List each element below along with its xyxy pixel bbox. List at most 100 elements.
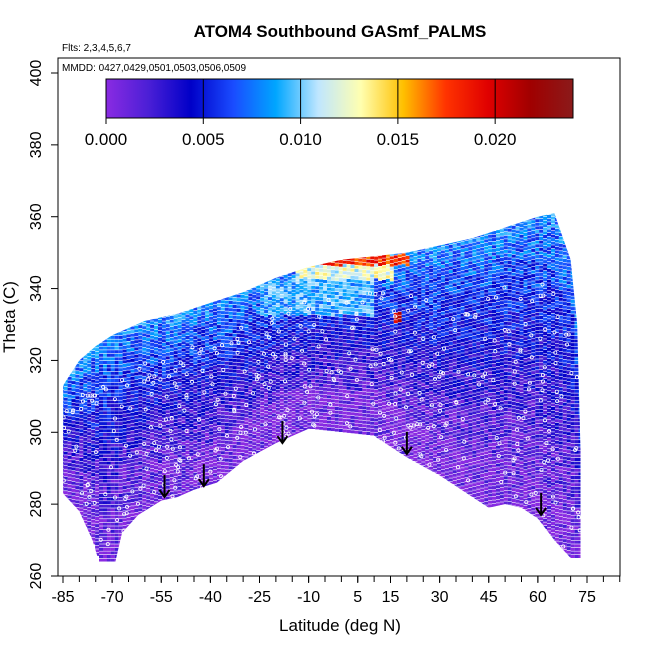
- data-cell: [287, 355, 292, 359]
- data-cell: [271, 280, 276, 284]
- data-cell: [177, 443, 182, 447]
- data-cell: [150, 490, 155, 494]
- data-cell: [334, 389, 339, 392]
- data-cell: [421, 469, 426, 473]
- data-cell: [181, 359, 186, 363]
- data-cell: [130, 445, 135, 449]
- data-cell: [165, 431, 170, 435]
- data-cell: [397, 290, 402, 294]
- data-cell: [63, 401, 68, 405]
- data-cell: [338, 425, 343, 429]
- data-cell: [327, 266, 331, 269]
- data-cell: [413, 393, 418, 397]
- data-cell: [224, 318, 229, 322]
- data-cell: [126, 395, 131, 399]
- data-cell: [158, 406, 162, 410]
- data-cell: [413, 443, 418, 447]
- data-cell: [114, 368, 119, 372]
- data-cell: [106, 443, 111, 447]
- data-cell: [264, 335, 269, 339]
- data-cell: [83, 351, 88, 355]
- data-cell: [291, 433, 296, 437]
- data-cell: [79, 440, 84, 444]
- data-cell: [209, 338, 214, 342]
- data-cell: [106, 547, 111, 551]
- data-cell: [173, 397, 178, 401]
- data-cell: [185, 472, 190, 476]
- data-cell: [177, 382, 182, 386]
- data-cell: [165, 352, 170, 356]
- data-cell: [99, 357, 103, 361]
- data-cell: [122, 460, 127, 464]
- data-cell: [165, 385, 170, 389]
- data-cell: [275, 432, 280, 436]
- data-cell: [201, 348, 206, 351]
- data-cell: [264, 432, 269, 436]
- data-cell: [327, 420, 331, 424]
- data-cell: [417, 435, 422, 438]
- data-cell: [327, 327, 331, 331]
- data-cell: [220, 332, 225, 336]
- data-cell: [224, 325, 229, 329]
- data-cell: [126, 420, 131, 424]
- data-cell: [99, 371, 103, 375]
- data-cell: [122, 328, 127, 331]
- data-cell: [236, 301, 241, 305]
- data-cell: [110, 551, 115, 555]
- data-cell: [142, 333, 147, 337]
- data-cell: [209, 482, 214, 485]
- data-cell: [185, 310, 190, 314]
- data-cell: [106, 343, 111, 347]
- data-cell: [338, 411, 343, 414]
- data-cell: [240, 323, 245, 327]
- data-cell: [295, 276, 300, 280]
- data-cell: [110, 472, 115, 476]
- data-cell: [358, 355, 363, 359]
- data-cell: [401, 458, 406, 462]
- data-cell: [193, 404, 198, 408]
- data-cell: [248, 419, 253, 423]
- data-cell: [295, 316, 300, 320]
- data-cell: [126, 427, 131, 431]
- data-cell: [130, 380, 135, 384]
- data-cell: [181, 481, 186, 485]
- data-cell: [161, 447, 166, 451]
- data-cell: [417, 294, 422, 298]
- data-cell: [271, 388, 276, 392]
- data-cell: [83, 524, 88, 528]
- data-cell: [330, 273, 335, 277]
- data-cell: [67, 376, 72, 380]
- data-cell: [260, 376, 265, 380]
- data-cell: [417, 406, 422, 410]
- data-cell: [118, 335, 123, 339]
- data-cell: [354, 419, 359, 423]
- data-cell: [95, 419, 100, 423]
- data-cell: [189, 319, 194, 323]
- data-cell: [181, 474, 186, 478]
- data-cell: [181, 488, 186, 492]
- data-cell: [291, 329, 296, 332]
- data-cell: [244, 284, 249, 288]
- data-cell: [350, 398, 355, 401]
- data-cell: [75, 374, 80, 378]
- data-cell: [154, 401, 158, 405]
- data-cell: [181, 456, 186, 460]
- data-cell: [110, 436, 115, 440]
- data-cell: [275, 289, 280, 293]
- data-cell: [413, 461, 418, 465]
- data-cell: [338, 317, 343, 321]
- data-cell: [315, 340, 320, 344]
- data-cell: [413, 246, 418, 250]
- data-cell: [315, 404, 320, 408]
- data-cell: [213, 462, 217, 466]
- data-cell: [216, 303, 221, 307]
- data-cell: [283, 375, 288, 379]
- data-cell: [366, 295, 371, 299]
- data-cell: [397, 337, 402, 340]
- data-cell: [209, 309, 214, 313]
- data-cell: [75, 471, 80, 475]
- data-cell: [409, 391, 414, 395]
- data-cell: [216, 339, 221, 343]
- data-cell: [224, 390, 229, 394]
- data-cell: [106, 468, 111, 472]
